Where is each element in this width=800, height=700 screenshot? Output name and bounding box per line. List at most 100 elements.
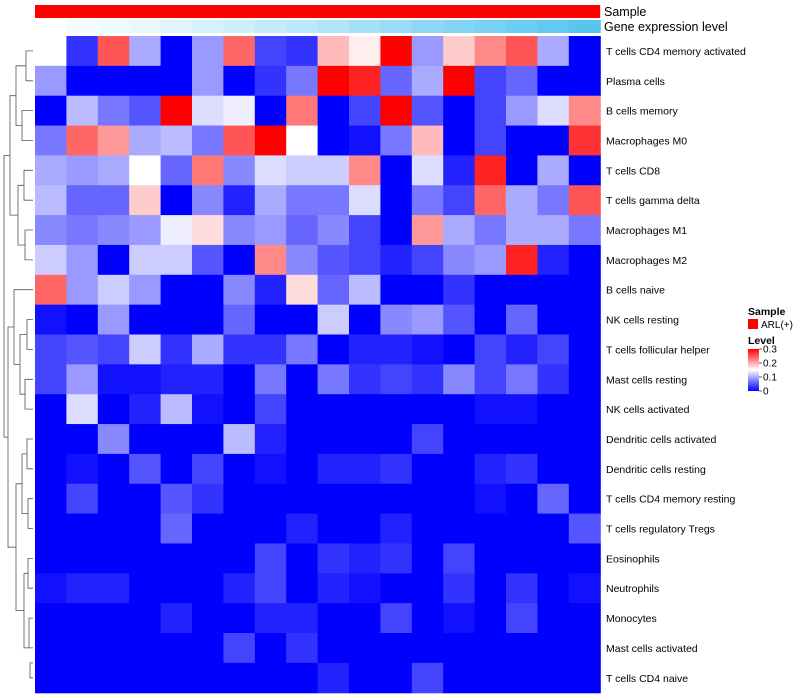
heatmap-cell xyxy=(506,95,538,127)
heatmap-cell xyxy=(443,65,476,97)
heatmap-cell xyxy=(411,453,444,485)
heatmap-cell xyxy=(537,274,570,306)
heatmap-cell xyxy=(192,633,224,664)
heatmap-cell xyxy=(129,244,162,276)
heatmap-cell xyxy=(160,543,193,574)
heatmap-cell xyxy=(411,424,444,455)
heatmap-cell xyxy=(129,633,162,664)
expression-annotation-cell xyxy=(66,20,99,33)
heatmap-cell xyxy=(129,603,162,634)
heatmap-cell xyxy=(97,453,130,485)
heatmap-cell xyxy=(97,662,130,694)
heatmap-cell xyxy=(254,453,287,485)
heatmap-cell xyxy=(129,394,162,425)
heatmap-cell xyxy=(192,65,224,97)
heatmap-cell xyxy=(66,215,99,246)
dendrogram-branch xyxy=(15,483,24,611)
heatmap-cell xyxy=(286,185,319,216)
heatmap-cell xyxy=(317,95,350,127)
heatmap-cell xyxy=(474,424,507,455)
heatmap-cell xyxy=(66,633,99,664)
heatmap-cell xyxy=(192,274,224,306)
heatmap-cell xyxy=(317,364,350,395)
heatmap-cell xyxy=(66,65,99,97)
heatmap-cell xyxy=(349,215,381,246)
heatmap-cell xyxy=(537,453,570,485)
heatmap-cell xyxy=(443,394,476,425)
heatmap-cell xyxy=(537,573,570,604)
dendrogram-branch xyxy=(19,334,27,395)
heatmap-cell xyxy=(411,274,444,306)
heatmap-cell xyxy=(254,334,287,365)
heatmap-cell xyxy=(317,155,350,186)
heatmap-cell xyxy=(568,603,601,634)
heatmap-cell xyxy=(97,573,130,604)
dendrogram-branch xyxy=(28,617,33,649)
heatmap-cell xyxy=(380,633,413,664)
heatmap-cell xyxy=(223,364,256,395)
heatmap-cell xyxy=(97,334,130,365)
heatmap-cell xyxy=(223,483,256,515)
heatmap-cell xyxy=(411,244,444,276)
expression-annotation-cell xyxy=(286,20,319,33)
heatmap-cell xyxy=(474,633,507,664)
heatmap-cell xyxy=(129,95,162,127)
heatmap-cell xyxy=(380,394,413,425)
row-label: Macrophages M2 xyxy=(606,255,687,267)
heatmap-cell xyxy=(317,573,350,604)
heatmap-cell xyxy=(160,603,193,634)
heatmap-cell xyxy=(568,394,601,425)
heatmap-cell xyxy=(380,543,413,574)
heatmap-cell xyxy=(380,453,413,485)
heatmap-cell xyxy=(160,662,193,694)
heatmap-cell xyxy=(349,304,381,336)
heatmap-cell xyxy=(349,543,381,574)
row-label: Monocytes xyxy=(606,613,657,625)
heatmap-cell xyxy=(35,95,67,127)
heatmap-cell xyxy=(506,543,538,574)
heatmap-cell xyxy=(349,95,381,127)
heatmap-cell xyxy=(35,304,67,336)
heatmap-cell xyxy=(380,95,413,127)
heatmap-cell xyxy=(568,125,601,156)
heatmap-cell xyxy=(35,364,67,395)
heatmap-cell xyxy=(317,185,350,216)
heatmap-cell xyxy=(568,483,601,515)
heatmap-cell xyxy=(349,125,381,156)
expression-annotation-cell xyxy=(35,20,67,33)
heatmap-cell xyxy=(160,633,193,664)
heatmap-cell xyxy=(192,513,224,545)
row-label: B cells memory xyxy=(606,106,679,118)
heatmap-cell xyxy=(411,215,444,246)
heatmap-cell xyxy=(474,244,507,276)
heatmap-cell xyxy=(286,155,319,186)
heatmap-cell xyxy=(537,215,570,246)
heatmap-cell xyxy=(192,364,224,395)
heatmap-cell xyxy=(35,424,67,455)
heatmap-cell xyxy=(474,662,507,694)
heatmap-cell xyxy=(97,483,130,515)
heatmap-cell xyxy=(443,244,476,276)
heatmap-cell xyxy=(160,483,193,515)
dendrogram-branch xyxy=(7,326,16,548)
heatmap-cell xyxy=(506,155,538,186)
heatmap-cell xyxy=(160,394,193,425)
heatmap-cell xyxy=(160,573,193,604)
expression-annotation-cell xyxy=(411,20,444,33)
heatmap-cell xyxy=(97,274,130,306)
heatmap-cell xyxy=(223,244,256,276)
heatmap-cell xyxy=(443,155,476,186)
expression-annotation-cell xyxy=(537,20,570,33)
heatmap-cell xyxy=(129,65,162,97)
heatmap-cell xyxy=(35,483,67,515)
heatmap-cell xyxy=(317,304,350,336)
expression-annotation-cell xyxy=(474,20,507,33)
heatmap-cell xyxy=(286,543,319,574)
heatmap-cell xyxy=(443,603,476,634)
heatmap-cell xyxy=(66,483,99,515)
heatmap-cell xyxy=(411,155,444,186)
heatmap-cell xyxy=(35,453,67,485)
